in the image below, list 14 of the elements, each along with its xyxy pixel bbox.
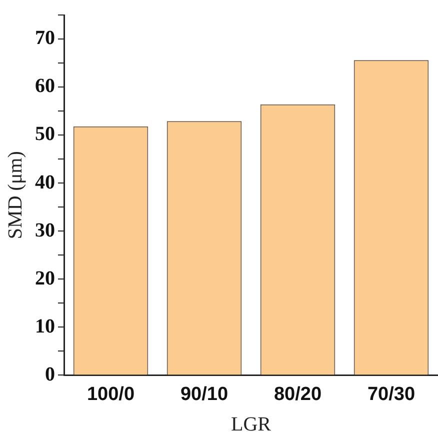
y-tick-label: 10 [35,315,55,338]
y-tick-label: 0 [45,363,55,386]
x-tick-label: 100/0 [86,384,135,405]
y-tick-label: 60 [35,75,55,98]
x-tick-label: 80/20 [274,384,322,405]
y-tick-label: 40 [35,171,55,194]
y-axis-title: SMD (μm) [4,151,26,240]
y-tick-label: 20 [35,267,55,290]
x-axis-title: LGR [231,413,272,436]
y-tick-label: 70 [35,27,55,50]
x-tick-label: 90/10 [180,384,228,405]
x-tick-label: 70/30 [367,384,416,405]
y-tick-label: 50 [35,123,55,146]
y-tick-label: 30 [35,219,55,242]
